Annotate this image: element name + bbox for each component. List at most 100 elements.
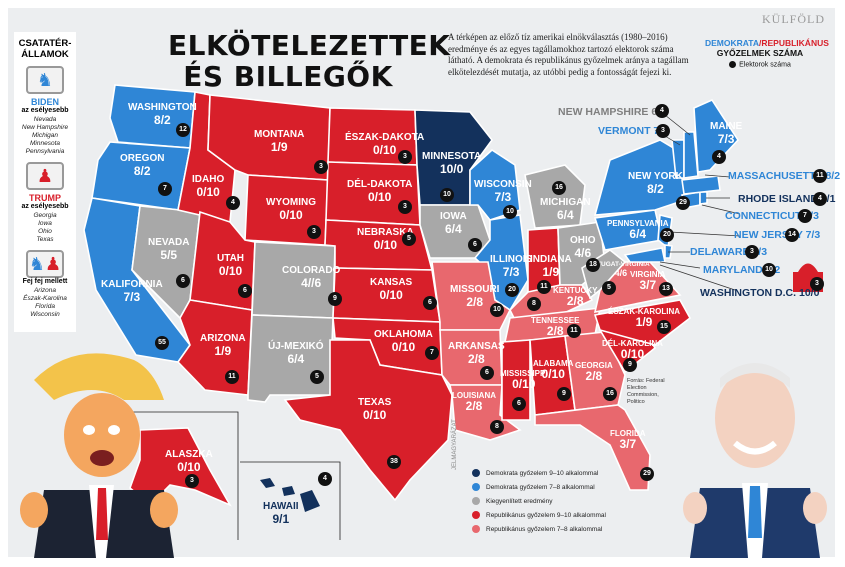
elector-badge-al: 9 [557,387,571,401]
state-score: 0/10 [379,287,403,302]
state-name: DELAWARE [690,246,750,258]
state-name: DÉL-KAROLINA [602,339,663,348]
intro-text: A térképen az előző tíz amerikai elnökvá… [448,32,689,77]
legend-label: Republikánus győzelem 7–8 alkalommal [486,525,603,533]
legend-item: Demokrata győzelem 9–10 alkalommal [472,466,622,480]
trump-states: Georgia Iowa Ohio Texas [14,212,76,244]
state-name: MONTANA [254,129,305,140]
state-hawaii [260,478,320,512]
elector-badge-nv: 6 [176,274,190,288]
title-line-2: ÉS BILLEGŐK [183,60,393,93]
legend-wins-label: GYŐZELMEK SZÁMA [716,48,804,58]
state-score: 7/3 [805,229,821,241]
state-rhode-island [699,191,708,205]
label-oklahoma: OKLAHOMA 0/10 [374,329,433,354]
elector-badge-il: 20 [505,283,519,297]
state-name: NEW YORK [628,171,683,182]
callout-dc: WASHINGTON D.C. 10/0 [700,287,819,299]
elector-badge-oh: 18 [586,258,600,272]
callout-new-hampshire: NEW HAMPSHIRE 6/4 [558,106,666,118]
state-score: 0/10 [368,189,392,204]
state-name: WYOMING [266,197,316,208]
biden-sub: az esélyesebb [21,107,69,114]
state-score: 0/10 [279,207,303,222]
trump-sub: az esélyesebb [21,203,69,210]
elector-badge-la: 8 [490,420,504,434]
state-name: TENNESSEE [531,316,580,325]
elector-badge-ca: 55 [155,336,169,350]
elector-badge-vt: 3 [656,124,670,138]
label-arkansas: ARKANSAS 2/8 [448,341,505,365]
state-name: NEW HAMPSHIRE [558,106,649,118]
state-score: 0/10 [373,237,398,252]
trump-cartoon [20,353,178,558]
legend-swatch [472,469,480,477]
elector-badge-sc: 9 [623,358,637,372]
elector-badge-nc: 15 [657,320,671,334]
legend-rep: REPUBLIKÁNUS [761,38,829,48]
state-score: 2/8 [585,369,603,384]
label-nebraska: NEBRASKA 0/10 [357,227,414,252]
elector-badge-ak: 3 [185,474,199,488]
label-colorado: COLORADO 4//6 [282,265,341,289]
label-alaska: ALASZKA 0/10 [165,449,213,473]
label-pennsylvania: PENNSYLVANIA 6/4 [607,219,669,241]
state-score: 0/10 [541,367,565,382]
list-item: Ohio [38,228,52,235]
state-score: 4/6 [574,245,592,260]
sidebar-biden: ♞ BIDEN az esélyesebb Nevada New Hampshi… [14,66,76,156]
state-name: CONNECTICUT [725,210,802,222]
label-illinois: ILLINOIS 7/3 [490,254,532,278]
elector-badge-in: 11 [537,280,551,294]
list-item: Texas [36,236,54,243]
legend-swatch [472,483,480,491]
elector-badge-tx: 38 [387,455,401,469]
legend-elector-label: Elektorok száma [739,61,791,69]
label-florida: FLORIDA 3/7 [610,429,646,451]
label-new-york: NEW YORK 8/2 [628,171,683,195]
label-nevada: NEVADA 5/5 [148,237,189,262]
label-california: KALIFORNIA 7/3 [101,279,163,303]
state-name: UTAH [217,253,245,264]
state-score: 5/5 [160,247,178,262]
elector-badge-wi: 10 [503,205,517,219]
label-idaho: IDAHO 0/10 [192,174,224,198]
label-kansas: KANSAS 0/10 [370,277,412,302]
state-name: VERMONT [598,125,651,137]
state-score: 8/2 [154,112,171,127]
elector-badge-mi: 16 [552,181,566,195]
state-new-hampshire [683,131,699,179]
state-score: 8/2 [133,163,151,178]
state-score: 0/10 [391,339,416,354]
callout-new-jersey: NEW JERSEY 7/3 [734,229,820,241]
state-name: MINNESOTA [422,151,482,162]
elector-badge-de: 3 [745,245,759,259]
state-score: 2/8 [546,324,564,339]
state-name: WASHINGTON D.C. [700,287,797,299]
state-name: ÉSZAK-DAKOTA [345,132,425,143]
state-score: 0/10 [218,263,243,278]
elector-badge-mt: 3 [314,160,328,174]
label-alabama: ALABAMA 0/10 [533,359,573,382]
elector-badge-ar: 6 [480,366,494,380]
state-name: ARKANSAS [448,341,505,352]
elector-badge-wv: 5 [602,281,616,295]
list-item: Michigan [31,132,58,139]
elector-badge-wa: 12 [176,123,190,137]
legend-item: Demokrata győzelem 7–8 alkalommal [472,480,622,494]
state-name: LOUISIANA [452,391,496,400]
label-south-dakota: DÉL-DAKOTA 0/10 [347,179,412,204]
state-score: 1/9 [542,264,560,279]
list-item: Arizona [33,287,57,294]
list-item: Minnesota [30,140,60,147]
legend-slash: / [758,38,762,48]
tossup-label: Fej fej mellett [22,278,68,285]
donkey-icon: ♞ [26,66,64,94]
legend-party-line: DEMOKRATA/REPUBLIKÁNUS [705,38,829,48]
elector-badge-fl: 29 [640,467,654,481]
state-name: COLORADO [282,265,341,276]
state-alaska [129,427,232,507]
legend-item: Republikánus győzelem 9–10 alkalommal [472,508,622,522]
elector-badge-sd: 3 [398,200,412,214]
